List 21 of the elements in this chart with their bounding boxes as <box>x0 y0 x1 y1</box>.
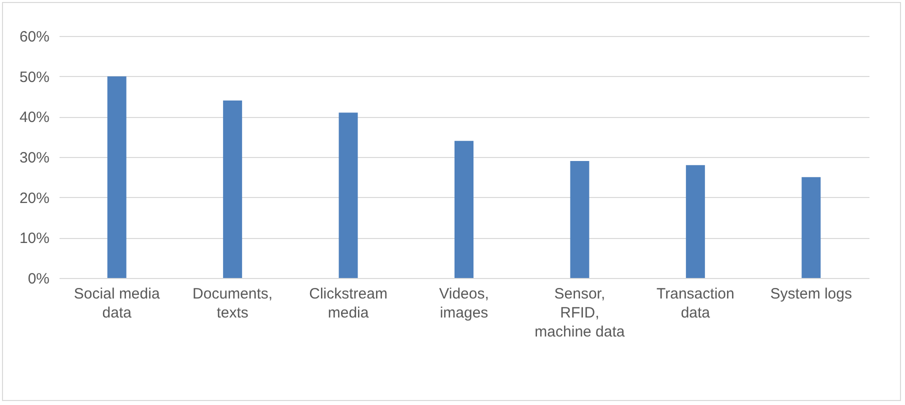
bar <box>223 100 242 278</box>
x-tick-label: Transaction data <box>656 286 734 322</box>
y-tick-label: 50% <box>19 68 50 86</box>
x-tick-label: Social media data <box>74 286 160 322</box>
x-tick-label: Documents, texts <box>192 286 273 322</box>
y-tick-label: 10% <box>19 230 50 248</box>
bar <box>338 112 358 278</box>
bar <box>570 161 590 278</box>
x-tick-label: Sensor, RFID, machine data <box>534 286 626 340</box>
bar <box>802 177 821 278</box>
x-tick-label: Videos, images <box>439 286 489 322</box>
bar <box>107 76 126 278</box>
x-tick-label: System logs <box>770 286 852 302</box>
bar <box>686 165 705 278</box>
y-tick-label: 20% <box>19 190 50 207</box>
y-tick-label: 30% <box>19 150 50 166</box>
y-tick-label: 0% <box>28 270 50 288</box>
y-tick-label: 60% <box>19 28 50 46</box>
x-tick-label: Clickstream media <box>309 286 388 322</box>
y-tick-label: 40% <box>19 109 50 126</box>
bar <box>454 140 474 278</box>
